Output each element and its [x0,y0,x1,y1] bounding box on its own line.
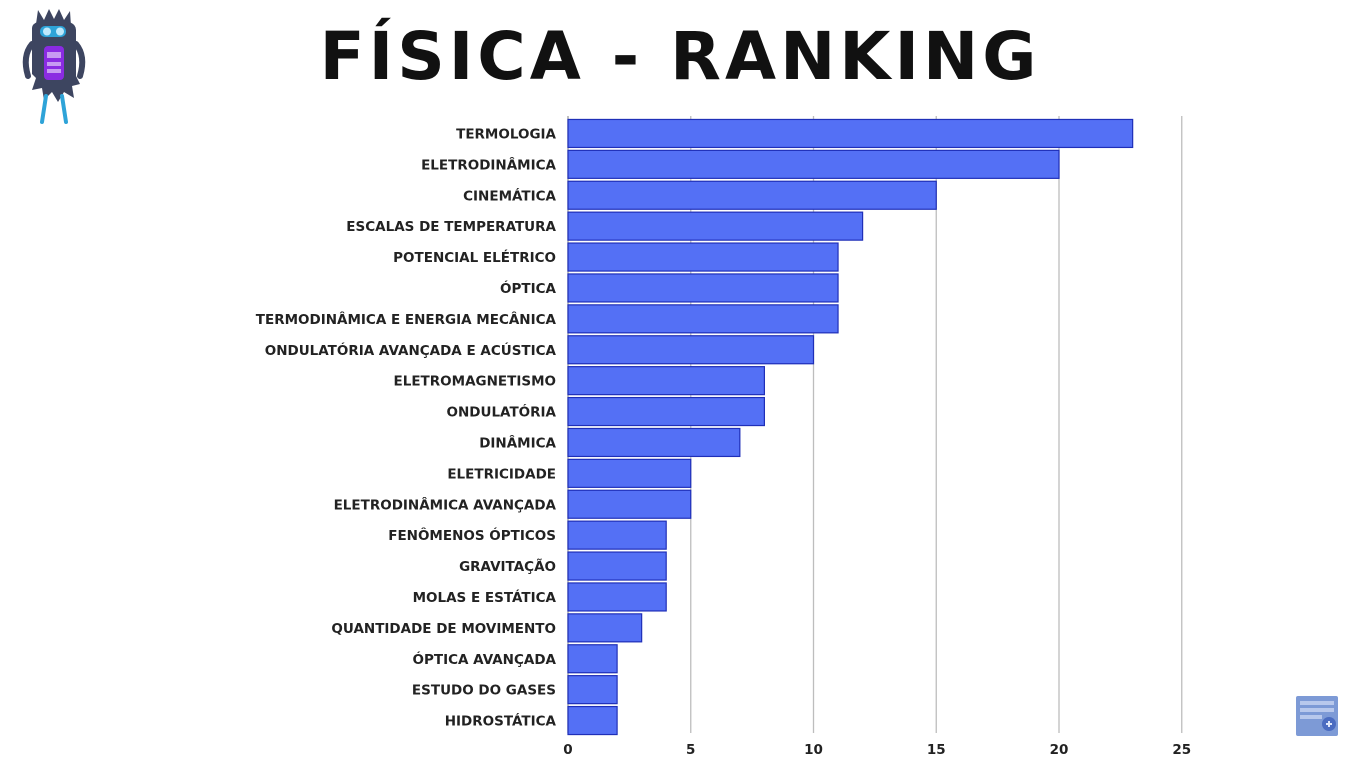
bar [567,118,1134,149]
bars [567,118,1134,736]
bar [567,180,937,210]
category-label: TERMOLOGIA [456,126,556,142]
bar [567,304,839,334]
monster-mascot-icon [18,6,90,130]
category-label: ELETRICIDADE [447,466,556,482]
category-label: ELETRODINÂMICA AVANÇADA [334,496,557,513]
bar [567,644,618,674]
category-label: ESCALAS DE TEMPERATURA [346,219,556,235]
category-label: ÓPTICA [500,279,557,297]
bar [567,211,864,241]
bar [567,458,692,488]
category-label: ELETROMAGNETISMO [394,374,556,390]
bar [567,489,692,519]
bar [567,335,815,365]
category-label: ONDULATÓRIA [447,403,557,421]
category-label: ONDULATÓRIA AVANÇADA E ACÚSTICA [265,341,557,359]
x-tick-label: 10 [804,742,823,758]
bar [567,705,618,736]
category-label: CINEMÁTICA [463,187,556,204]
bar [567,520,667,550]
bar [567,366,765,396]
x-tick-label: 15 [927,742,946,758]
category-label: ÓPTICA AVANÇADA [413,650,557,668]
category-label: DINÂMICA [479,434,556,451]
x-tick-label: 5 [686,742,695,758]
bar [567,396,765,427]
bar [567,613,643,643]
bar [567,273,839,303]
x-tick-label: 20 [1050,742,1069,758]
category-label: MOLAS E ESTÁTICA [413,589,557,606]
bar [567,675,618,705]
category-label: HIDROSTÁTICA [445,713,557,730]
channel-logo-icon [1296,696,1338,740]
category-label: ELETRODINÂMICA [421,156,556,173]
category-label: QUANTIDADE DE MOVIMENTO [331,621,556,637]
bar [567,149,1060,179]
x-tick-label: 0 [563,742,572,758]
category-label: GRAVITAÇÃO [459,558,556,575]
x-axis-ticks: 0 5 10 15 20 25 [563,742,1191,758]
category-labels: TERMOLOGIA ELETRODINÂMICA CINEMÁTICA ESCALA… [256,126,557,729]
category-label: TERMODINÂMICA E ENERGIA MECÂNICA [256,311,557,328]
x-tick-label: 25 [1172,742,1191,758]
bar [567,551,667,581]
bar [567,582,667,612]
bar [567,427,741,458]
category-label: FENÔMENOS ÓPTICOS [388,526,556,544]
bar [567,242,839,272]
category-label: POTENCIAL ELÉTRICO [393,249,556,266]
category-label: ESTUDO DO GASES [412,683,556,699]
page-title: FÍSICA - RANKING [319,18,1041,95]
